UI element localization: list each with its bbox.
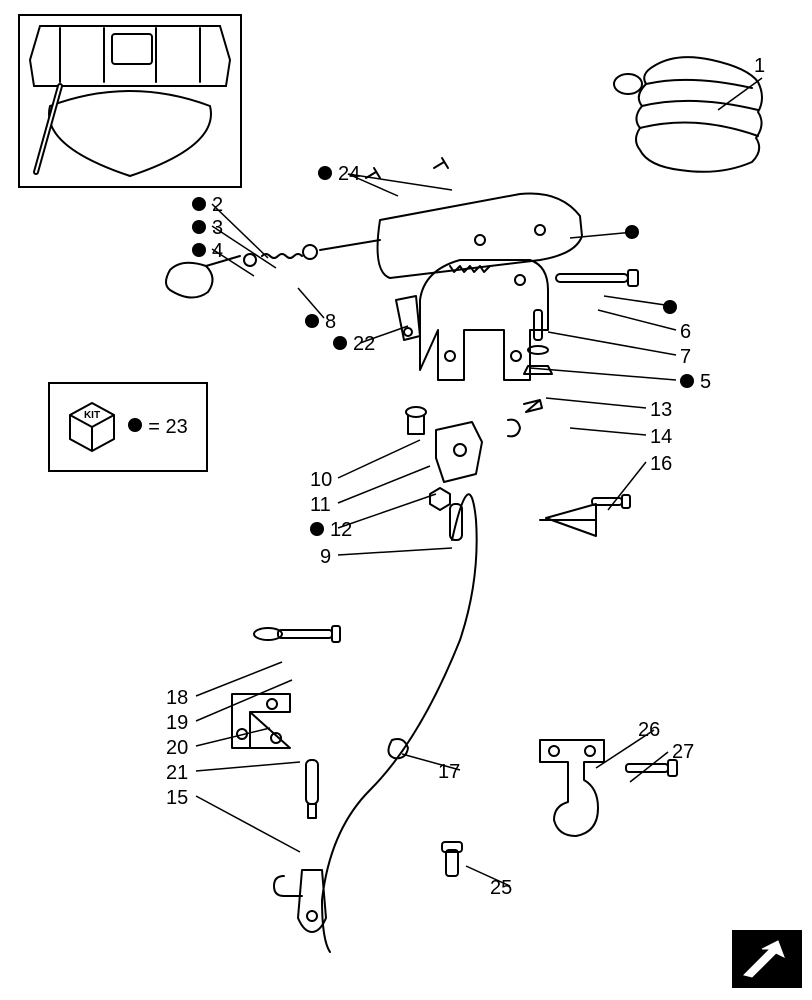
callout-12: 12	[310, 520, 352, 540]
callout-dot	[663, 298, 683, 318]
callout-11: 11	[310, 495, 331, 515]
callout-2: 2	[192, 195, 223, 215]
kit-legend: KIT = 23	[48, 382, 208, 472]
callout-1: 1	[754, 56, 765, 76]
callout-17: 17	[438, 762, 460, 782]
callout-6: 6	[680, 322, 691, 342]
callout-7: 7	[680, 347, 691, 367]
callout-8: 8	[305, 312, 336, 332]
location-inset	[18, 14, 242, 188]
kit-equals: = 23	[128, 416, 187, 439]
callout-3: 3	[192, 218, 223, 238]
callout-24: 24	[318, 164, 360, 184]
callout-10: 10	[310, 470, 332, 490]
kit-cube-icon: KIT	[68, 401, 116, 453]
callout-21: 21	[166, 763, 188, 783]
callout-4: 4	[192, 241, 223, 261]
callout-16: 16	[650, 454, 672, 474]
diagram-stage: KIT = 23 1234248226751314161011129181920…	[0, 0, 812, 1000]
callout-20: 20	[166, 738, 188, 758]
callout-25: 25	[490, 878, 512, 898]
callout-18: 18	[166, 688, 188, 708]
callout-14: 14	[650, 427, 672, 447]
callout-15: 15	[166, 788, 188, 808]
callout-19: 19	[166, 713, 188, 733]
next-page-arrow[interactable]	[732, 930, 802, 988]
kit-equals-text: = 23	[148, 416, 187, 438]
callout-9: 9	[320, 547, 331, 567]
kit-cube-label: KIT	[84, 410, 100, 421]
callout-27: 27	[672, 742, 694, 762]
callout-13: 13	[650, 400, 672, 420]
callout-26: 26	[638, 720, 660, 740]
callout-dot	[625, 223, 645, 243]
callout-22: 22	[333, 334, 375, 354]
callout-5: 5	[680, 372, 711, 392]
